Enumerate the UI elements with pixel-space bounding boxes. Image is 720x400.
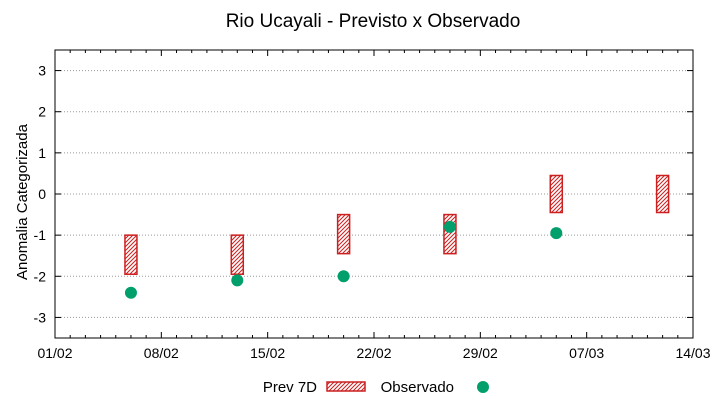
x-axis-ticks: 01/02 08/02 15/02 22/02 29/02 07/03 14/03 bbox=[37, 50, 711, 361]
y-tick-label: 2 bbox=[38, 104, 46, 120]
observado-point bbox=[124, 286, 137, 299]
legend-label-prev: Prev 7D bbox=[263, 379, 317, 396]
y-axis-ticks: 3 2 1 0 -1 -2 -3 bbox=[34, 63, 693, 325]
prev-range-box bbox=[230, 234, 245, 275]
x-tick-label: 14/03 bbox=[675, 345, 710, 361]
x-tick-label: 15/02 bbox=[250, 345, 285, 361]
x-tick-label: 08/02 bbox=[144, 345, 179, 361]
y-tick-label: 1 bbox=[38, 145, 46, 161]
x-tick-label: 29/02 bbox=[463, 345, 498, 361]
y-axis-title: Anomalia Categorizada bbox=[14, 123, 31, 280]
legend-label-observado: Observado bbox=[381, 379, 454, 396]
y-tick-label: -1 bbox=[34, 227, 47, 243]
grid bbox=[55, 70, 693, 318]
x-tick-label: 01/02 bbox=[37, 345, 72, 361]
legend-swatch-observado bbox=[477, 381, 489, 393]
observado-point bbox=[337, 270, 350, 283]
prev-7d-series bbox=[124, 174, 670, 275]
observado-point bbox=[231, 274, 244, 287]
prev-range-box bbox=[549, 174, 564, 214]
prev-range-box bbox=[443, 213, 457, 255]
legend-swatch-prev bbox=[326, 381, 366, 392]
y-tick-label: 3 bbox=[38, 63, 46, 79]
prev-range-box bbox=[655, 174, 670, 214]
prev-range-box bbox=[336, 213, 351, 255]
y-tick-label: -2 bbox=[34, 268, 47, 284]
y-tick-label: -3 bbox=[34, 309, 47, 325]
chart-title: Rio Ucayali - Previsto x Observado bbox=[226, 11, 521, 32]
x-tick-label: 07/03 bbox=[569, 345, 604, 361]
x-tick-label: 22/02 bbox=[356, 345, 391, 361]
observado-series bbox=[124, 220, 563, 299]
prev-range-box bbox=[124, 234, 138, 275]
observado-point bbox=[550, 227, 563, 240]
y-tick-label: 0 bbox=[38, 186, 46, 202]
observado-point bbox=[443, 220, 456, 233]
legend: Prev 7D Observado bbox=[263, 379, 489, 396]
